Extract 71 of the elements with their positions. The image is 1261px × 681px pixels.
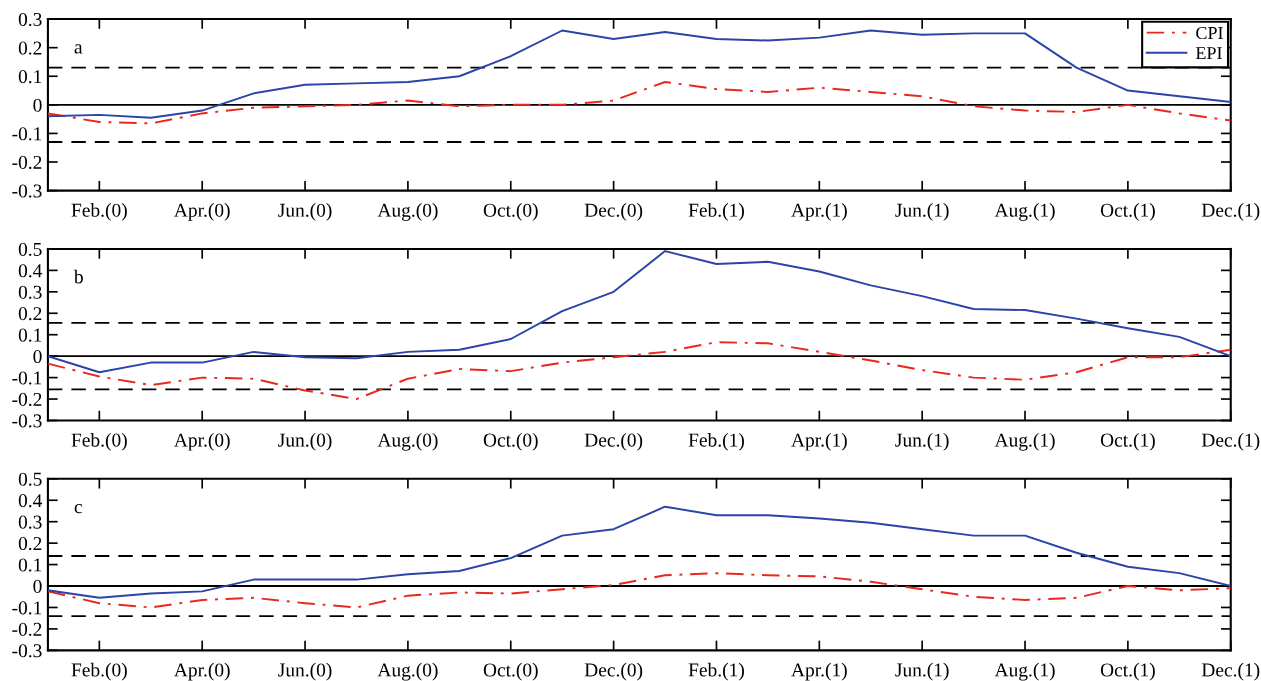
y-tick-label: 0.1 — [18, 70, 42, 84]
x-tick-label: Apr.(1) — [791, 203, 847, 221]
x-tick-label: Dec.(0) — [584, 203, 643, 221]
annotation: c — [74, 503, 82, 514]
x-tick-label: Jun.(1) — [895, 662, 949, 681]
y-tick-label: 0.3 — [18, 515, 42, 529]
y-tick-label: -0.1 — [12, 127, 42, 141]
y-tick-label: -0.3 — [12, 184, 42, 198]
x-tick-label: Dec.(1) — [1201, 432, 1260, 451]
y-tick-label: 0.2 — [18, 41, 42, 55]
y-tick-label: 0.2 — [18, 307, 42, 321]
y-tick-label: 0 — [33, 98, 42, 112]
x-tick-label: Jun.(1) — [895, 432, 949, 451]
y-tick-label: -0.2 — [12, 392, 42, 407]
x-tick-label: Aug.(0) — [377, 432, 438, 451]
y-tick-label: -0.2 — [12, 622, 42, 636]
y-tick-label: -0.2 — [12, 155, 42, 170]
legend-label: EPI — [1195, 47, 1222, 60]
x-tick-label: Apr.(0) — [174, 432, 230, 451]
x-tick-label: Oct.(0) — [483, 662, 538, 681]
x-tick-label: Apr.(0) — [174, 662, 230, 681]
line-series — [47, 341, 1231, 401]
x-tick-label: Oct.(0) — [483, 203, 538, 221]
x-tick-label: Dec.(1) — [1201, 203, 1260, 221]
x-tick-label: Dec.(0) — [584, 662, 643, 681]
y-tick-label: -0.3 — [12, 644, 42, 658]
line-series — [47, 81, 1231, 125]
annotation: a — [74, 44, 83, 54]
x-tick-label: Aug.(0) — [377, 203, 438, 221]
y-tick-label: -0.3 — [12, 414, 42, 428]
y-tick-label: 0.3 — [18, 285, 42, 299]
y-tick-label: 0.4 — [18, 494, 43, 508]
x-tick-label: Oct.(1) — [1100, 203, 1155, 221]
y-tick-label: -0.1 — [12, 371, 42, 385]
y-tick-label: 0.5 — [18, 472, 42, 486]
x-tick-label: Feb.(0) — [71, 203, 127, 221]
line-series — [47, 29, 1231, 119]
x-tick-label: Oct.(1) — [1100, 662, 1155, 681]
y-tick-label: 0.4 — [18, 264, 43, 278]
y-tick-label: 0.3 — [18, 12, 42, 27]
x-tick-label: Dec.(0) — [584, 432, 643, 451]
x-tick-label: Aug.(1) — [994, 203, 1055, 221]
x-tick-label: Feb.(1) — [688, 662, 744, 681]
y-tick-label: 0 — [33, 579, 42, 593]
x-tick-label: Feb.(1) — [688, 432, 744, 451]
x-tick-label: Apr.(1) — [791, 432, 847, 451]
y-tick-label: 0.1 — [18, 558, 42, 572]
x-tick-label: Jun.(0) — [278, 203, 332, 221]
y-tick-label: 0 — [33, 349, 42, 364]
annotation: b — [73, 269, 83, 284]
line-series — [47, 572, 1231, 609]
y-tick-label: 0.5 — [18, 242, 42, 256]
x-tick-label: Aug.(1) — [994, 432, 1055, 451]
x-tick-label: Oct.(1) — [1100, 432, 1155, 451]
x-tick-label: Feb.(0) — [71, 662, 127, 681]
y-tick-label: 0.1 — [18, 328, 42, 342]
x-tick-label: Aug.(0) — [377, 662, 438, 681]
x-tick-label: Aug.(1) — [994, 662, 1055, 681]
x-tick-label: Feb.(1) — [688, 203, 744, 221]
x-tick-label: Jun.(1) — [895, 203, 949, 221]
x-tick-label: Jun.(0) — [278, 662, 332, 681]
x-tick-label: Jun.(0) — [278, 432, 332, 451]
x-tick-label: Oct.(0) — [483, 432, 538, 451]
y-tick-label: -0.1 — [12, 601, 42, 615]
legend-label: CPI — [1196, 26, 1223, 40]
y-tick-label: 0.2 — [18, 536, 42, 551]
x-tick-label: Apr.(0) — [174, 203, 230, 221]
line-series — [47, 505, 1231, 599]
x-tick-label: Apr.(1) — [791, 662, 847, 681]
x-tick-label: Feb.(0) — [71, 432, 127, 451]
x-tick-label: Dec.(1) — [1201, 662, 1260, 681]
